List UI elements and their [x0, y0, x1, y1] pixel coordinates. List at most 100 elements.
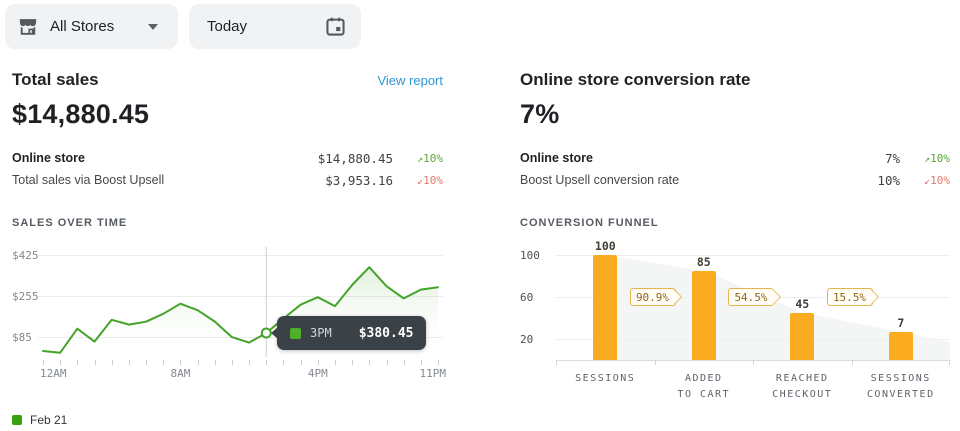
store-selector-label: All Stores — [50, 18, 115, 35]
sales-over-time-section-title: SALES OVER TIME — [12, 217, 128, 229]
trend-badge: ↙10% — [393, 174, 443, 187]
x-axis-tick — [60, 360, 62, 365]
x-axis-tick — [420, 360, 422, 365]
x-axis-tick — [753, 360, 754, 365]
gridline — [38, 255, 443, 256]
x-axis-tick — [94, 360, 96, 365]
metric-label: Boost Upsell conversion rate — [520, 173, 680, 187]
metric-row-online-store: Online store 7% ↗10% — [520, 147, 950, 169]
x-axis-tick-label: 12AM — [40, 367, 67, 380]
x-axis-tick — [266, 360, 268, 365]
funnel-legend: Feb 21 — [520, 429, 950, 431]
x-axis-category-label: SESSIONS — [575, 373, 636, 384]
conversion-funnel-chart[interactable]: 100 60 20 100 85 45 7 90.9% 54.5% 15.5% — [520, 239, 950, 365]
sales-metric-rows: Online store $14,880.45 ↗10% Total sales… — [12, 147, 443, 191]
calendar-icon — [326, 17, 345, 36]
trend-percent: 10% — [930, 151, 950, 165]
store-selector-button[interactable]: All Stores — [5, 4, 178, 49]
trend-badge: ↗10% — [900, 152, 950, 165]
trend-percent: 10% — [423, 173, 443, 187]
sales-line — [42, 266, 439, 354]
funnel-area-svg — [605, 255, 950, 360]
total-sales-value: $14,880.45 — [12, 99, 150, 129]
bar-value-label: 85 — [696, 254, 711, 269]
metric-label: Total sales via Boost Upsell — [12, 173, 165, 187]
x-axis-tick — [654, 360, 656, 365]
x-axis-tick — [851, 360, 853, 365]
conversion-rate-card: Online store conversion rate 7% Online s… — [520, 70, 950, 431]
funnel-bar[interactable] — [888, 332, 913, 360]
gridline — [38, 295, 443, 297]
x-axis-tick — [369, 360, 371, 365]
date-selector-label: Today — [207, 18, 248, 35]
x-axis-tick — [180, 360, 182, 365]
x-axis-tick — [214, 360, 216, 365]
metric-label: Online store — [520, 151, 593, 165]
view-report-link[interactable]: View report — [377, 73, 443, 88]
funnel-bar[interactable] — [593, 255, 618, 360]
store-icon — [19, 19, 37, 35]
metric-row-boost-upsell: Total sales via Boost Upsell $3,953.16 ↙… — [12, 169, 443, 191]
x-axis-tick — [352, 360, 354, 365]
x-axis-tick — [163, 360, 165, 365]
conversion-badge: 15.5% — [826, 288, 873, 306]
trend-percent: 10% — [930, 173, 950, 187]
conversion-funnel-section-title: CONVERSION FUNNEL — [520, 217, 659, 229]
trend-percent: 10% — [423, 151, 443, 165]
conversion-badge: 54.5% — [728, 288, 774, 306]
metric-row-boost-upsell: Boost Upsell conversion rate 10% ↙10% — [520, 169, 950, 191]
conversion-badge: 90.9% — [629, 288, 676, 306]
funnel-plot[interactable]: 100 85 45 7 90.9% 54.5% 15.5% — [556, 239, 950, 365]
x-axis-tick — [556, 360, 557, 365]
conversion-title: Online store conversion rate — [520, 70, 751, 89]
data-point-marker[interactable] — [260, 327, 272, 339]
metric-value: $14,880.45 — [317, 150, 393, 166]
sales-over-time-chart[interactable]: $85 $255 $425 3PM $380.45 — [12, 247, 443, 359]
y-axis-tick-label: $85 — [12, 330, 32, 344]
line-chart-plot[interactable]: 3PM $380.45 — [38, 247, 443, 359]
trend-down-arrow-icon: ↙ — [924, 175, 931, 187]
trend-badge: ↙10% — [900, 174, 950, 187]
x-axis-category-label: REACHED CHECKOUT — [772, 373, 833, 400]
tooltip-time: 3PM — [310, 326, 332, 340]
legend-label: Feb 21 — [538, 429, 575, 431]
trend-down-arrow-icon: ↙ — [417, 175, 424, 187]
x-axis-tick — [317, 360, 319, 365]
total-sales-card: Total sales View report $14,880.45 Onlin… — [12, 70, 446, 427]
trend-up-arrow-icon: ↗ — [924, 153, 931, 165]
x-axis-tick — [111, 360, 113, 365]
gridline — [556, 255, 950, 256]
x-axis-tick — [77, 360, 79, 365]
total-sales-title: Total sales — [12, 70, 99, 89]
x-axis-tick — [403, 360, 405, 365]
x-axis-tick — [43, 360, 44, 365]
legend-label: Feb 21 — [30, 413, 68, 427]
x-axis-tick — [197, 360, 199, 365]
bar-value-label: 7 — [897, 316, 905, 330]
trend-badge: ↗10% — [393, 152, 443, 165]
x-axis-tick — [949, 360, 950, 365]
metric-row-online-store: Online store $14,880.45 ↗10% — [12, 147, 443, 169]
trend-up-arrow-icon: ↗ — [417, 153, 424, 165]
funnel-bar[interactable] — [790, 312, 815, 361]
conversion-rate-value: 7% — [520, 99, 560, 129]
chevron-down-icon — [148, 23, 158, 30]
y-axis-tick-label: 20 — [520, 333, 534, 346]
y-axis-tick-label: 60 — [520, 291, 534, 304]
bar-value-label: 45 — [795, 296, 810, 311]
date-selector-button[interactable]: Today — [189, 4, 361, 49]
funnel-y-axis: 100 60 20 — [520, 247, 556, 360]
conversion-metric-rows: Online store 7% ↗10% Boost Upsell conver… — [520, 147, 950, 191]
gridline — [38, 336, 443, 338]
x-axis-category-label: ADDED TO CART — [677, 373, 731, 400]
chart-tooltip: 3PM $380.45 — [270, 316, 427, 350]
total-sales-header: Total sales View report — [12, 70, 443, 90]
x-axis-tick — [438, 360, 439, 365]
y-axis-tick-label: $255 — [12, 289, 39, 303]
x-axis-tick-label: 8AM — [170, 367, 191, 380]
funnel-bar[interactable] — [691, 270, 716, 361]
x-axis-tick — [283, 360, 285, 365]
metric-value: 7% — [884, 150, 900, 166]
x-axis-tick — [386, 360, 388, 365]
